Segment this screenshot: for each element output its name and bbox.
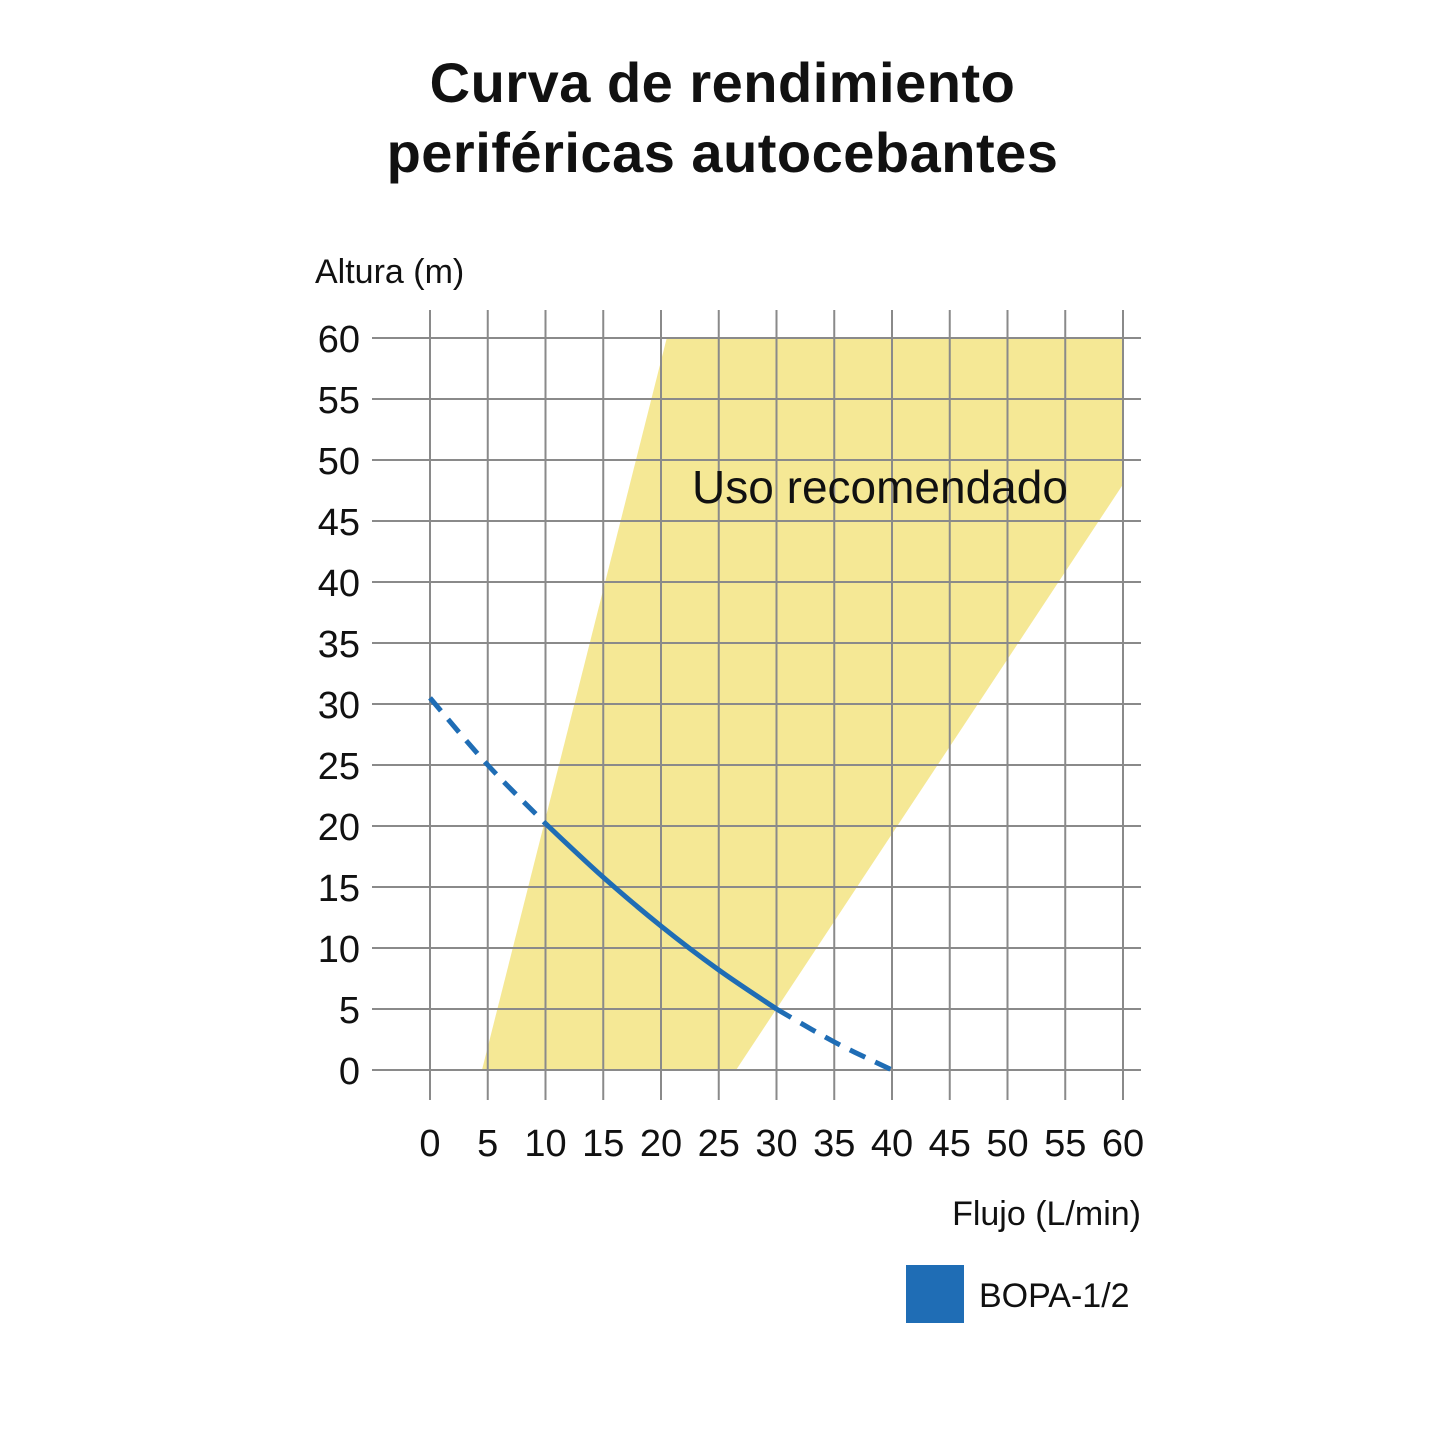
x-tick-label-25: 25	[698, 1123, 740, 1165]
x-tick-label-15: 15	[582, 1123, 624, 1165]
y-tick-label-60: 60	[318, 319, 360, 361]
x-tick-label-30: 30	[755, 1123, 797, 1165]
y-tick-label-15: 15	[318, 868, 360, 910]
y-tick-label-20: 20	[318, 807, 360, 849]
x-tick-label-35: 35	[813, 1123, 855, 1165]
x-tick-label-45: 45	[929, 1123, 971, 1165]
series-solid-0	[543, 821, 778, 1012]
x-tick-label-5: 5	[477, 1123, 498, 1165]
y-tick-label-40: 40	[318, 563, 360, 605]
legend-label-bopa: BOPA-1/2	[979, 1277, 1130, 1315]
x-tick-label-20: 20	[640, 1123, 682, 1165]
title-line-2: periféricas autocebantes	[386, 121, 1059, 184]
recommended-zone-label: Uso recomendado	[692, 461, 1068, 513]
x-tick-label-60: 60	[1102, 1123, 1144, 1165]
x-tick-label-40: 40	[871, 1123, 913, 1165]
y-axis-label: Altura (m)	[315, 253, 464, 291]
x-tick-label-0: 0	[419, 1123, 440, 1165]
y-tick-label-30: 30	[318, 685, 360, 727]
y-tick-label-10: 10	[318, 929, 360, 971]
y-tick-label-25: 25	[318, 746, 360, 788]
legend-swatch	[906, 1265, 964, 1323]
y-tick-label-35: 35	[318, 624, 360, 666]
series-dashed-end-0	[775, 1006, 894, 1073]
x-tick-label-50: 50	[986, 1123, 1028, 1165]
y-tick-label-45: 45	[318, 502, 360, 544]
y-tick-label-0: 0	[339, 1051, 360, 1093]
series-dashed-start-0	[428, 696, 548, 826]
y-tick-label-5: 5	[339, 990, 360, 1032]
grid-layer	[372, 310, 1141, 1100]
x-tick-label-10: 10	[524, 1123, 566, 1165]
series-layer	[428, 696, 894, 1073]
legend: BOPA-1/2	[906, 1265, 1130, 1323]
title-line-1: Curva de rendimiento	[429, 51, 1016, 114]
x-tick-label-55: 55	[1044, 1123, 1086, 1165]
chart-title: Curva de rendimiento periféricas autoceb…	[0, 48, 1445, 188]
y-tick-label-50: 50	[318, 441, 360, 483]
y-tick-label-55: 55	[318, 380, 360, 422]
x-axis-label: Flujo (L/min)	[952, 1195, 1141, 1233]
